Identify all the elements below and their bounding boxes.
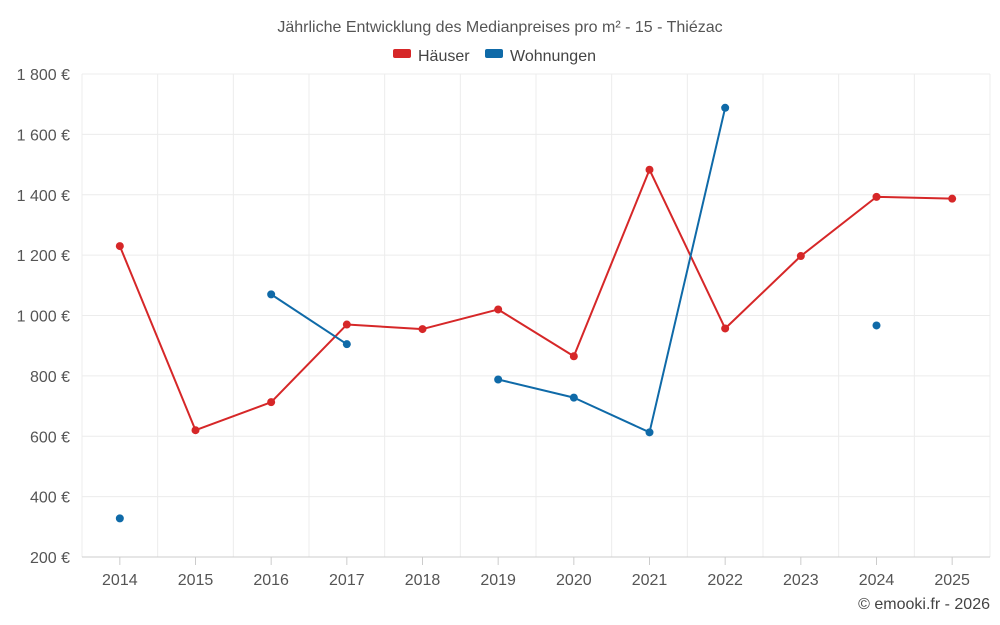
data-point[interactable] [721,324,730,333]
x-tick-label: 2018 [405,572,441,589]
data-point[interactable] [494,375,503,384]
data-point[interactable] [115,242,124,251]
x-tick-label: 2017 [329,572,365,589]
y-tick-label: 400 € [30,490,70,507]
y-tick-label: 800 € [30,369,70,386]
data-point[interactable] [645,428,654,437]
data-point[interactable] [342,340,351,349]
x-tick-label: 2021 [632,572,668,589]
x-tick-label: 2022 [707,572,743,589]
legend-item-haeuser[interactable]: Häuser [393,48,470,65]
legend-item-wohnungen[interactable]: Wohnungen [485,48,596,65]
data-point[interactable] [645,165,654,174]
y-tick-label: 1 200 € [17,248,70,265]
x-tick-label: 2025 [934,572,970,589]
y-tick-label: 1 800 € [17,67,70,84]
series-line [118,168,953,432]
legend-label-wohnungen: Wohnungen [510,48,596,65]
series-line [270,293,348,346]
x-tick-label: 2020 [556,572,592,589]
y-tick-label: 1 400 € [17,188,70,205]
legend-label-haeuser: Häuser [418,48,470,65]
chart-title: Jährliche Entwicklung des Medianpreises … [277,19,722,36]
x-tick-label: 2019 [480,572,516,589]
axes: 200 € 400 € 600 € 800 € 1 000 € 1 200 € 1 400 … [17,67,990,589]
data-point[interactable] [796,252,805,261]
data-point[interactable] [721,103,730,112]
data-point[interactable] [191,426,200,435]
data-point[interactable] [569,352,578,361]
grid [81,73,991,558]
x-tick-label: 2014 [102,572,138,589]
x-tick-label: 2015 [178,572,214,589]
series-wohnungen [115,103,881,523]
data-point[interactable] [948,194,957,203]
x-tick-label: 2023 [783,572,819,589]
series-layer [115,103,957,523]
y-tick-label: 1 000 € [17,309,70,326]
y-tick-label: 200 € [30,550,70,567]
credit: © emooki.fr - 2026 [858,596,990,613]
data-point[interactable] [115,514,124,523]
series-line [497,107,727,434]
x-tick-label: 2016 [253,572,289,589]
y-tick-label: 600 € [30,429,70,446]
data-point[interactable] [267,290,276,299]
data-point[interactable] [569,393,578,402]
series-haeuser [115,165,957,435]
data-point[interactable] [872,321,881,330]
legend-swatch-haeuser [393,49,411,58]
legend-swatch-wohnungen [485,49,503,58]
data-point[interactable] [418,325,427,334]
data-point[interactable] [267,398,276,407]
legend: Häuser Wohnungen [393,48,596,65]
x-tick-label: 2024 [859,572,895,589]
data-point[interactable] [342,320,351,329]
y-tick-label: 1 600 € [17,127,70,144]
data-point[interactable] [872,192,881,201]
data-point[interactable] [494,305,503,314]
